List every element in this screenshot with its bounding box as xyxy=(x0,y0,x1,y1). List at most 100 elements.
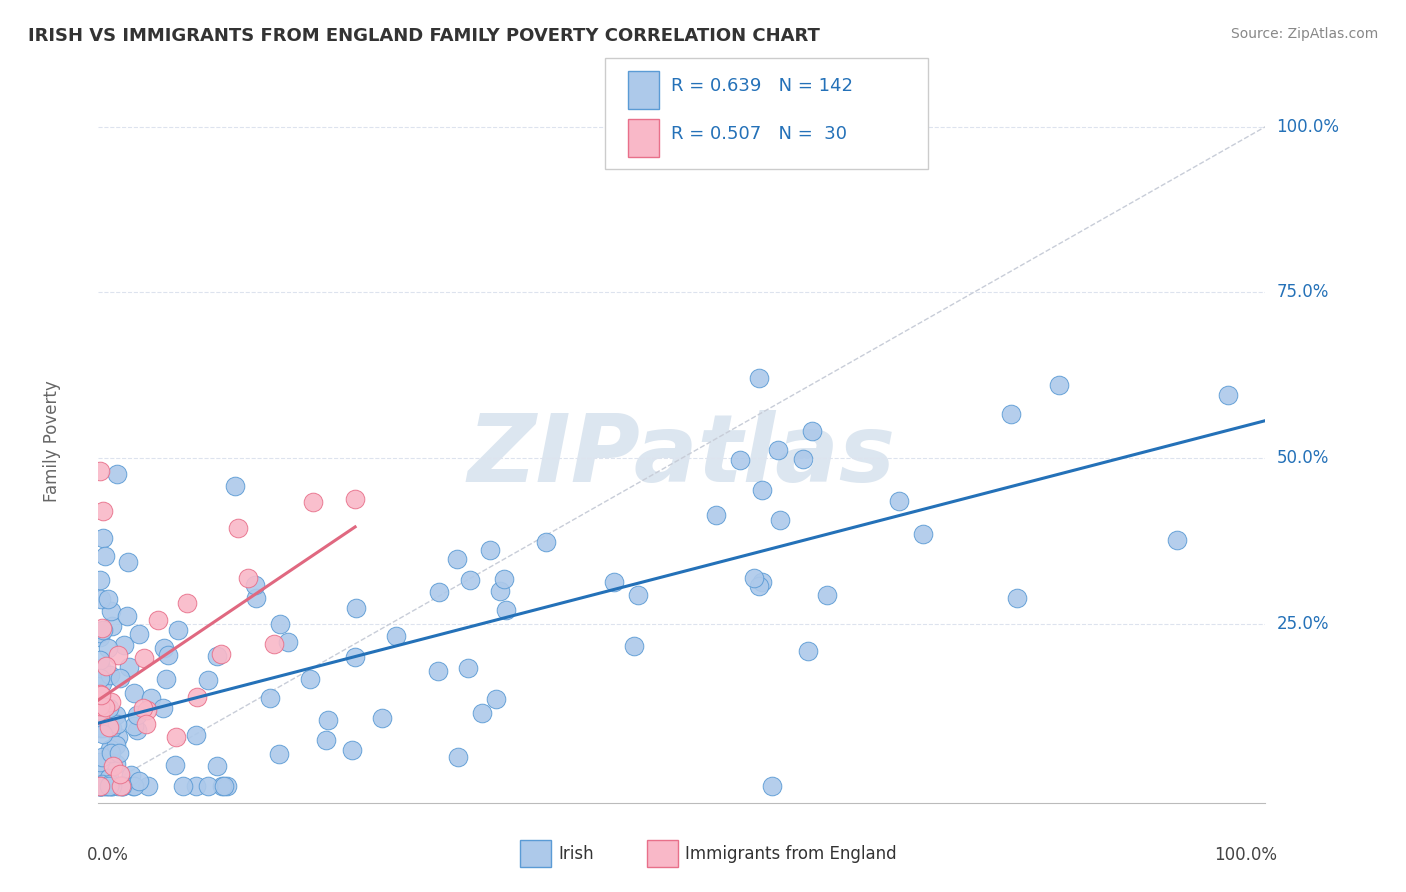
Point xyxy=(90,676,112,690)
Point xyxy=(603,575,626,590)
Text: 75.0%: 75.0% xyxy=(1277,284,1329,301)
Point xyxy=(89,721,111,735)
Point xyxy=(141,691,163,706)
Point xyxy=(110,779,132,793)
Point xyxy=(94,659,117,673)
Point xyxy=(457,661,479,675)
Point xyxy=(100,604,122,618)
Point xyxy=(166,623,188,637)
Point xyxy=(111,779,134,793)
Point xyxy=(98,720,121,734)
Point xyxy=(112,779,135,793)
Point xyxy=(127,707,149,722)
Point xyxy=(269,617,291,632)
Point xyxy=(90,688,112,702)
Point xyxy=(98,777,121,791)
Point xyxy=(128,774,150,789)
Point xyxy=(89,779,111,793)
Point xyxy=(94,779,117,793)
Point xyxy=(91,531,114,545)
Point xyxy=(90,621,112,635)
Point xyxy=(152,701,174,715)
Text: IRISH VS IMMIGRANTS FROM ENGLAND FAMILY POVERTY CORRELATION CHART: IRISH VS IMMIGRANTS FROM ENGLAND FAMILY … xyxy=(28,27,820,45)
Point xyxy=(89,779,111,793)
Point xyxy=(205,648,228,663)
Point xyxy=(316,714,339,728)
Point xyxy=(132,651,155,665)
Point xyxy=(89,464,111,478)
Point xyxy=(97,771,120,785)
Point xyxy=(263,637,285,651)
Point xyxy=(534,534,557,549)
Point xyxy=(108,767,131,781)
Point xyxy=(163,757,186,772)
Point xyxy=(165,731,187,745)
Point xyxy=(89,708,111,723)
Point xyxy=(96,707,118,722)
Point xyxy=(458,573,481,587)
Point xyxy=(93,722,115,736)
Text: ZIPatlas: ZIPatlas xyxy=(468,410,896,502)
Point xyxy=(97,591,120,606)
Point xyxy=(101,759,124,773)
Point xyxy=(89,717,111,731)
Point xyxy=(184,779,207,793)
Point xyxy=(761,779,783,793)
Point xyxy=(446,551,468,566)
Text: Source: ZipAtlas.com: Source: ZipAtlas.com xyxy=(1230,27,1378,41)
Point xyxy=(121,779,143,793)
Point xyxy=(98,700,121,714)
Point xyxy=(197,673,219,688)
Point xyxy=(132,701,155,715)
Text: 100.0%: 100.0% xyxy=(1277,118,1340,136)
Point xyxy=(259,691,281,706)
Point xyxy=(94,549,117,564)
Point xyxy=(98,779,121,793)
Point xyxy=(209,647,232,661)
Text: Family Poverty: Family Poverty xyxy=(42,381,60,502)
Point xyxy=(447,749,470,764)
Point xyxy=(815,588,838,602)
Point xyxy=(344,492,367,507)
Point xyxy=(728,453,751,467)
Point xyxy=(245,591,267,606)
Point xyxy=(205,759,228,773)
Point xyxy=(104,756,127,771)
Point xyxy=(344,600,367,615)
Text: R = 0.639   N = 142: R = 0.639 N = 142 xyxy=(671,77,852,95)
Point xyxy=(91,749,114,764)
Point xyxy=(89,687,111,701)
Point xyxy=(98,742,121,756)
Point xyxy=(301,495,323,509)
Point xyxy=(118,660,141,674)
Point xyxy=(769,513,792,527)
Point xyxy=(89,768,111,782)
Point xyxy=(90,591,112,606)
Point xyxy=(101,721,124,735)
Point xyxy=(107,779,129,793)
Point xyxy=(89,755,111,769)
Point xyxy=(1216,388,1239,402)
Point xyxy=(105,717,128,731)
Point xyxy=(226,520,249,534)
Point xyxy=(238,571,260,585)
Point xyxy=(89,699,111,714)
Point xyxy=(742,571,765,585)
Point xyxy=(887,494,910,508)
Point xyxy=(128,627,150,641)
Point xyxy=(224,479,246,493)
Point xyxy=(89,779,111,793)
Point xyxy=(124,779,146,793)
Point xyxy=(385,629,408,643)
Point xyxy=(186,690,208,705)
Point xyxy=(470,706,492,720)
Point xyxy=(90,779,112,793)
Point xyxy=(100,695,122,709)
Point xyxy=(267,747,290,761)
Point xyxy=(146,613,169,627)
Point xyxy=(91,623,114,637)
Point xyxy=(108,671,131,685)
Point xyxy=(98,668,121,682)
Point xyxy=(124,686,146,700)
Point xyxy=(426,664,449,678)
